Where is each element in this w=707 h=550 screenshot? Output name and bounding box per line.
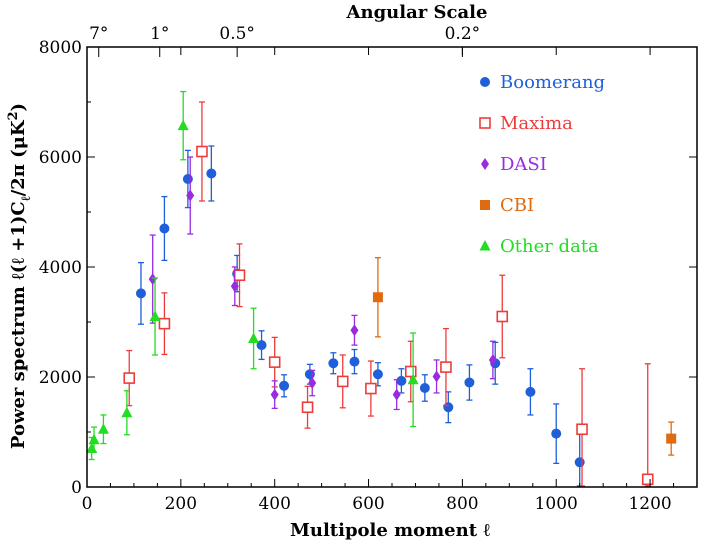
legend-label-maxima: Maxima <box>500 113 573 134</box>
series-dasi <box>148 156 497 411</box>
maxima-point <box>268 356 281 368</box>
boomerang-point <box>182 174 193 184</box>
top-axis-tick-label: 1° <box>150 24 169 44</box>
maxima-point <box>336 375 349 388</box>
boomerang-point <box>396 375 407 386</box>
y-axis-title: Power spectrum ℓ(ℓ +1)Cℓ/2π (μK2) <box>6 103 34 449</box>
series-cbi <box>372 256 677 456</box>
y-axis-title-close: ) <box>8 103 29 112</box>
boomerang-point <box>464 377 475 388</box>
legend-item-other-data: Other data <box>479 236 599 257</box>
cbi-point <box>372 292 383 303</box>
dasi-point <box>392 388 401 401</box>
x-tick-label: 200 <box>165 494 197 514</box>
legend-item-cbi: CBI <box>480 195 534 216</box>
y-tick-label: 4000 <box>39 258 82 278</box>
dasi-point <box>230 280 239 293</box>
maxima-point <box>641 473 654 486</box>
dasi-point <box>270 388 279 401</box>
y-axis-title-main: Power spectrum ℓ(ℓ +1)C <box>8 201 29 449</box>
series-other-data <box>86 90 419 461</box>
boomerang-point <box>256 340 267 351</box>
other-data-point <box>121 406 133 418</box>
boomerang-point <box>159 223 170 234</box>
maxima-point <box>576 423 588 436</box>
boomerang-point <box>328 358 339 369</box>
dasi-point <box>186 189 195 202</box>
top-axis-tick-label: 0.2° <box>445 24 481 44</box>
other-data-point <box>248 332 260 343</box>
boomerang-point <box>443 402 454 413</box>
other-data-point <box>177 119 189 131</box>
x-tick-label: 400 <box>258 494 290 514</box>
legend-label-cbi: CBI <box>500 195 534 216</box>
y-tick-label: 8000 <box>39 38 82 58</box>
other-data-point <box>88 433 100 445</box>
boomerang-point <box>574 457 585 468</box>
boomerang-point <box>279 380 290 391</box>
x-tick-label: 0 <box>82 494 93 514</box>
legend-item-maxima: Maxima <box>479 113 573 134</box>
other-data-point <box>97 423 109 434</box>
legend-marker-boomerang <box>480 77 490 87</box>
x-tick-label: 600 <box>352 494 384 514</box>
cbi-point <box>666 433 677 444</box>
maxima-point <box>365 382 377 395</box>
legend-marker-dasi <box>481 158 489 170</box>
boomerang-point <box>551 428 562 439</box>
data-marks <box>86 90 677 487</box>
y-axis-title-sup: 2 <box>6 111 21 120</box>
other-data-point <box>407 373 419 385</box>
y-tick-label: 0 <box>71 478 82 498</box>
legend-item-dasi: DASI <box>481 154 547 175</box>
top-axis-title: Angular Scale <box>346 2 488 23</box>
y-axis-title-sub: ℓ <box>19 196 34 202</box>
dasi-point <box>432 370 441 383</box>
legend-item-boomerang: Boomerang <box>480 72 605 93</box>
other-data-point <box>149 310 161 321</box>
top-axis-tick-label: 7° <box>89 24 108 44</box>
maxima-point <box>301 401 314 414</box>
boomerang-point <box>525 386 536 397</box>
legend-marker-cbi <box>480 200 490 210</box>
legend-label-other-data: Other data <box>500 236 599 257</box>
series-maxima <box>123 101 654 487</box>
y-axis-title-after: /2π (μK <box>8 119 29 196</box>
boomerang-point <box>372 369 383 380</box>
maxima-point <box>123 372 136 384</box>
maxima-point <box>196 145 208 158</box>
axes: 0 200 400 600 800 1000 1200 0 2000 4000 6000 8000 7°… <box>39 24 698 514</box>
dasi-point <box>308 377 317 390</box>
legend-label-boomerang: Boomerang <box>500 72 605 93</box>
y-tick-label: 6000 <box>39 148 82 168</box>
y-tick-label: 2000 <box>39 368 82 388</box>
legend: Boomerang Maxima DASI CBI Other data <box>479 72 605 257</box>
x-axis-title: Multipole moment ℓ <box>290 520 490 541</box>
maxima-point <box>496 310 509 323</box>
maxima-point <box>158 317 171 330</box>
maxima-point <box>404 365 417 378</box>
maxima-point <box>233 269 246 282</box>
boomerang-point <box>349 356 360 367</box>
dasi-point <box>488 353 497 366</box>
legend-marker-maxima <box>479 117 491 129</box>
x-tick-label: 1200 <box>628 494 671 514</box>
boomerang-point <box>206 168 217 179</box>
boomerang-point <box>135 288 146 299</box>
x-tick-label: 1000 <box>535 494 578 514</box>
legend-label-dasi: DASI <box>500 154 547 175</box>
dasi-point <box>350 324 359 337</box>
series-boomerang <box>135 145 585 487</box>
legend-marker-other-data <box>479 240 491 251</box>
top-axis-tick-label: 0.5° <box>219 24 255 44</box>
x-tick-label: 800 <box>446 494 478 514</box>
boomerang-point <box>419 383 430 393</box>
maxima-point <box>440 361 452 373</box>
